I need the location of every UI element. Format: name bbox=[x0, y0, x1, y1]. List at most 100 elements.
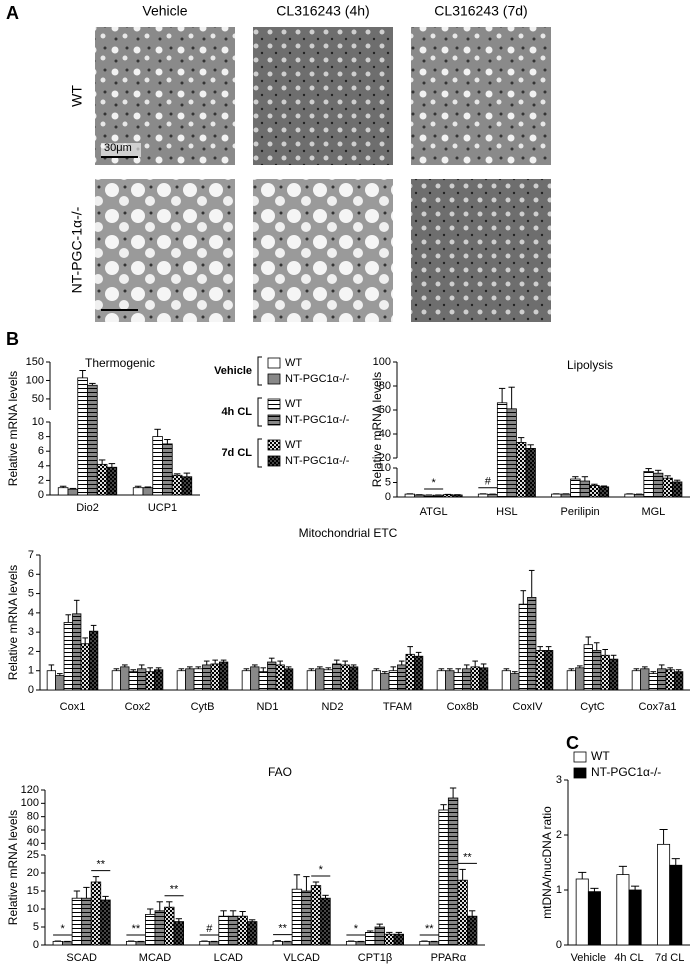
bar bbox=[640, 668, 650, 691]
x-tick-label: ATGL bbox=[420, 506, 448, 518]
error-bar bbox=[631, 885, 640, 890]
x-tick-label: LCAD bbox=[214, 952, 243, 964]
y-tick-label: 0 bbox=[33, 939, 39, 951]
bar bbox=[135, 941, 146, 946]
error-bar bbox=[449, 787, 457, 798]
bar bbox=[672, 481, 683, 498]
bar bbox=[126, 941, 137, 946]
error-bar bbox=[239, 911, 246, 917]
column-label: CL316243 (7d) bbox=[434, 3, 527, 19]
image bbox=[253, 179, 393, 322]
error-bar bbox=[57, 673, 63, 676]
y-axis-label: Relative mRNA levels bbox=[6, 565, 20, 680]
chart-title: Lipolysis bbox=[567, 358, 613, 372]
bar bbox=[63, 622, 73, 691]
bar bbox=[560, 493, 572, 498]
error-bar bbox=[195, 666, 202, 669]
error-bar bbox=[373, 668, 380, 671]
error-bar bbox=[593, 642, 600, 651]
image bbox=[95, 27, 235, 165]
bar bbox=[535, 650, 545, 691]
error-bar bbox=[674, 479, 681, 482]
bar bbox=[106, 466, 118, 496]
error-bar bbox=[312, 881, 320, 886]
bar bbox=[510, 673, 520, 691]
error-bar bbox=[440, 804, 447, 810]
error-bar bbox=[134, 485, 142, 488]
y-axis-label: Relative mRNA levels bbox=[370, 372, 384, 487]
y-tick-label: 1 bbox=[556, 884, 562, 896]
bar bbox=[164, 906, 175, 946]
y-tick-label: 5 bbox=[28, 587, 34, 599]
error-bar bbox=[333, 659, 340, 664]
error-bar bbox=[395, 931, 403, 935]
error-bar bbox=[73, 890, 81, 899]
bar bbox=[152, 436, 163, 496]
bar bbox=[87, 384, 98, 496]
error-bar bbox=[382, 671, 388, 674]
bar bbox=[470, 666, 480, 691]
error-bar bbox=[512, 671, 518, 674]
x-tick-label: CytB bbox=[191, 701, 215, 713]
x-tick-label: HSL bbox=[496, 506, 517, 518]
bar bbox=[67, 488, 79, 496]
bar bbox=[515, 441, 527, 498]
bar bbox=[202, 664, 212, 691]
annotation: ** bbox=[96, 859, 105, 871]
error-bar bbox=[164, 439, 171, 444]
error-bar bbox=[154, 428, 161, 437]
y-tick-label: 5 bbox=[385, 476, 391, 488]
error-bar bbox=[98, 459, 106, 465]
bar bbox=[380, 673, 390, 691]
bar bbox=[433, 494, 444, 498]
legend-bracket bbox=[257, 438, 262, 468]
bar bbox=[100, 899, 111, 946]
bar bbox=[506, 408, 517, 498]
y-tick-label: 6 bbox=[28, 568, 34, 580]
error-bar bbox=[577, 665, 583, 668]
error-bar bbox=[367, 930, 374, 933]
x-tick-label: Cox2 bbox=[125, 701, 151, 713]
bar bbox=[501, 670, 511, 691]
error-bar bbox=[122, 664, 128, 667]
x-tick-label: Cox1 bbox=[60, 701, 86, 713]
bar bbox=[436, 670, 446, 691]
error-bar bbox=[585, 636, 592, 645]
error-bar bbox=[472, 660, 478, 667]
bar bbox=[551, 493, 562, 498]
error-bar bbox=[671, 858, 680, 866]
chart-title: Thermogenic bbox=[85, 356, 155, 370]
bar bbox=[419, 941, 430, 946]
bar bbox=[544, 650, 554, 691]
error-bar bbox=[537, 646, 543, 651]
y-axis-label: Relative mRNA levels bbox=[6, 371, 20, 486]
y-tick-label: 5 bbox=[33, 921, 39, 933]
x-tick-label: Vehicle bbox=[571, 952, 606, 964]
bar bbox=[210, 663, 220, 691]
error-bar bbox=[108, 463, 116, 468]
error-bar bbox=[568, 668, 575, 671]
error-bar bbox=[113, 668, 120, 671]
error-bar bbox=[317, 666, 323, 669]
bar bbox=[72, 613, 82, 691]
error-bar bbox=[503, 668, 510, 671]
error-bar bbox=[187, 666, 193, 669]
error-bar bbox=[545, 646, 552, 651]
error-bar bbox=[285, 666, 292, 669]
error-bar bbox=[459, 868, 466, 881]
bar bbox=[306, 670, 316, 691]
y-tick-label: 0 bbox=[556, 939, 562, 951]
bar bbox=[77, 377, 88, 496]
y-tick-label: 25 bbox=[27, 849, 39, 861]
y-tick-label: 120 bbox=[21, 784, 39, 796]
error-bar bbox=[390, 666, 397, 671]
y-tick-label: 80 bbox=[27, 811, 39, 823]
bar bbox=[478, 667, 489, 691]
panel-label: C bbox=[566, 733, 579, 753]
y-tick-label: 4 bbox=[28, 607, 34, 619]
error-bar bbox=[90, 624, 97, 632]
bar bbox=[518, 603, 528, 691]
bar bbox=[185, 668, 195, 691]
bar bbox=[320, 897, 331, 946]
bar bbox=[145, 671, 155, 691]
